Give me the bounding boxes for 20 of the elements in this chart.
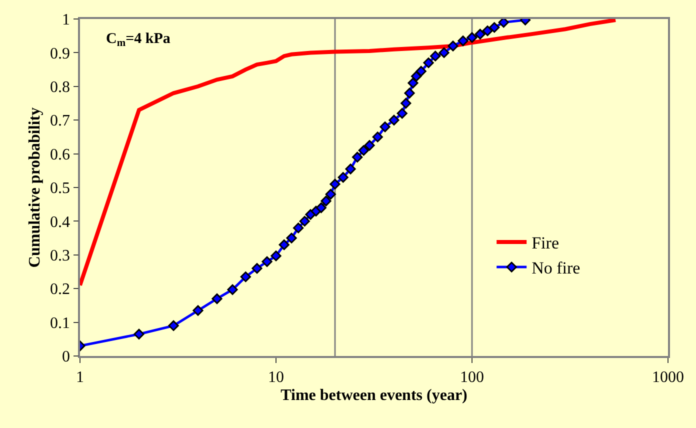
y-tick-label: 0.6 [50,146,70,164]
x-tick-label: 10 [268,368,284,386]
x-tick-label: 100 [460,368,484,386]
x-axis-title: Time between events (year) [280,387,468,404]
y-tick-label: 0.9 [50,45,70,62]
x-tick-label: 1 [76,368,84,386]
y-tick-label: 0.8 [50,79,70,96]
y-tick-label: 1 [62,12,70,29]
y-tick-label: 0.3 [50,248,70,264]
y-tick-label: 0.4 [50,214,70,231]
annotation: C$_{m}$=4 kPa [106,31,171,50]
y-tick-label: 0.2 [50,281,70,298]
legend-label: No fire [532,258,580,278]
y-tick-label: 0 [62,348,70,366]
y-tick-label: 0.1 [50,314,70,332]
x-tick-label: 1000 [652,368,684,386]
legend-label: Fire [532,234,559,253]
y-tick-label: 0.7 [50,112,70,130]
y-tick-label: 0.5 [50,180,70,198]
y-axis-title: Cumulative probability [26,107,44,268]
